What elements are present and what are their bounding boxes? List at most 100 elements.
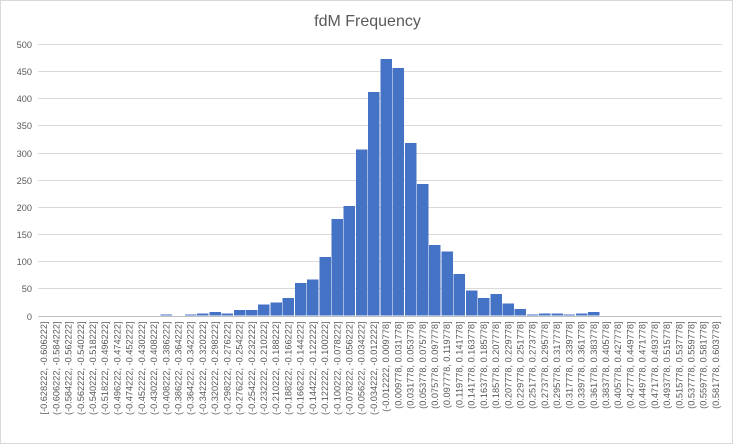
x-tick-label: (0.361778, 0.383778]: [589, 322, 599, 409]
x-tick-label: (-0.144222, -0.122222]: [308, 322, 318, 415]
x-tick-label: (0.097778, 0.119778]: [442, 322, 452, 409]
x-tick-label: (0.031778, 0.053778]: [406, 322, 416, 409]
x-tick-label: (0.317778, 0.339778]: [564, 322, 574, 409]
chart-title: fdM Frequency: [314, 13, 421, 30]
x-tick-label: (-0.584222, -0.562222]: [64, 322, 74, 415]
histogram-bar: [307, 279, 319, 316]
x-tick-label: (-0.056222, -0.034222]: [357, 322, 367, 415]
histogram-bar: [575, 313, 588, 316]
y-tick-label: 400: [17, 94, 32, 104]
x-tick-label: (-0.452222, -0.430222]: [137, 322, 147, 415]
x-tick-label: (0.185778, 0.207778]: [491, 322, 501, 409]
x-tick-label: (-0.210222, -0.188222]: [271, 322, 281, 415]
histogram-bar: [404, 142, 417, 316]
histogram-bar: [221, 313, 234, 316]
histogram-bar: [441, 251, 453, 316]
x-tick-label: (-0.012222, 0.009778]: [381, 322, 391, 412]
x-tick-label: (0.383778, 0.405778]: [601, 322, 611, 409]
x-axis-tick-labels: [-0.628222, -0.606222] (-0.606222, -0.584…: [39, 321, 721, 414]
x-tick-label: (-0.518222, -0.496222]: [100, 322, 110, 415]
x-tick-label: (0.537778, 0.559778]: [686, 322, 696, 409]
x-tick-label: (-0.078222, -0.056222]: [344, 322, 354, 415]
histogram-bar: [588, 312, 600, 316]
x-tick-label: (-0.496222, -0.474222]: [112, 322, 122, 415]
y-tick-label: 250: [17, 176, 32, 186]
histogram-bar: [258, 304, 270, 316]
histogram-bar: [551, 313, 563, 316]
histogram-bar: [294, 282, 307, 316]
x-tick-label: (0.581778, 0.603778]: [711, 322, 721, 409]
histogram-bar: [160, 314, 172, 316]
x-tick-label: (0.339778, 0.361778]: [577, 322, 587, 409]
x-tick-label: (0.405778, 0.427778]: [613, 322, 623, 409]
y-tick-label: 0: [27, 312, 32, 322]
histogram-bar: [368, 91, 380, 316]
histogram-bar: [429, 244, 441, 316]
histogram-bar: [453, 274, 466, 316]
x-tick-label: (-0.298222, -0.276222]: [222, 322, 232, 415]
histogram-bar: [270, 302, 282, 316]
histogram-bar: [502, 303, 514, 316]
x-tick-label: (-0.188222, -0.166222]: [283, 322, 293, 415]
x-tick-label: (-0.232222, -0.210222]: [259, 322, 269, 415]
x-tick-label: (-0.562222, -0.540222]: [76, 322, 86, 415]
x-tick-label: (-0.166222, -0.144222]: [296, 322, 306, 415]
bars: [160, 59, 600, 316]
histogram-bar: [417, 184, 429, 316]
y-tick-label: 200: [17, 203, 32, 213]
x-tick-label: (0.141778, 0.163778]: [467, 322, 477, 409]
x-tick-label: (-0.276222, -0.254222]: [235, 322, 245, 415]
histogram-bar: [392, 67, 405, 316]
x-tick-label: (-0.342222, -0.320222]: [198, 322, 208, 415]
histogram-bar: [209, 312, 221, 316]
histogram-bar: [355, 149, 368, 316]
x-tick-label: (0.471778, 0.493778]: [650, 322, 660, 409]
gridlines: [38, 44, 722, 289]
histogram-bar: [282, 298, 295, 316]
histogram-bar: [514, 308, 527, 316]
y-tick-label: 450: [17, 67, 32, 77]
x-tick-label: (0.163778, 0.185778]: [479, 322, 489, 409]
x-tick-label: (-0.386222, -0.364222]: [173, 322, 183, 415]
x-tick-label: [-0.628222, -0.606222]: [39, 322, 49, 415]
x-tick-label: (0.273778, 0.295778]: [540, 322, 550, 409]
x-tick-label: (0.009778, 0.031778]: [393, 322, 403, 409]
x-tick-label: (-0.320222, -0.298222]: [210, 322, 220, 415]
x-tick-label: (-0.364222, -0.342222]: [186, 322, 196, 415]
histogram-bar: [197, 313, 209, 316]
x-tick-label: (0.075778, 0.097778]: [430, 321, 440, 408]
x-tick-label: (0.493778, 0.515778]: [662, 322, 672, 409]
y-tick-label: 150: [17, 230, 32, 240]
y-tick-label: 50: [22, 284, 32, 294]
histogram-bar: [478, 298, 490, 316]
x-tick-label: (0.251778, 0.273778]: [528, 322, 538, 409]
x-tick-label: (0.295778, 0.317778]: [552, 322, 562, 409]
x-tick-label: (-0.122222, -0.100222]: [320, 322, 330, 415]
x-tick-label: (-0.254222, -0.232222]: [247, 322, 257, 415]
x-tick-label: (0.119778, 0.141778]: [454, 322, 464, 409]
x-tick-label: (0.229778, 0.251778]: [515, 322, 525, 409]
x-tick-label: (0.449778, 0.471778]: [638, 322, 648, 409]
x-tick-label: (-0.430222, -0.408222]: [149, 322, 159, 415]
histogram-bar: [539, 313, 551, 316]
x-tick-label: (0.559778, 0.581778]: [699, 322, 709, 409]
histogram-bar: [563, 314, 576, 316]
histogram-bar: [490, 293, 502, 316]
x-tick-label: (0.053778, 0.075778]: [418, 322, 428, 409]
x-tick-label: (-0.100222, -0.078222]: [332, 322, 342, 415]
x-tick-label: (-0.034222, -0.012222]: [369, 322, 379, 415]
histogram-bar: [526, 314, 539, 316]
x-tick-label: (-0.408222, -0.386222]: [161, 322, 171, 415]
y-tick-label: 100: [17, 257, 32, 267]
y-axis-tick-labels: 0 50 100 150 200 250 300 350 400 450 500: [17, 40, 32, 322]
histogram-bar: [465, 290, 478, 316]
x-tick-label: (-0.606222, -0.584222]: [51, 322, 61, 415]
histogram-bar: [233, 310, 246, 316]
histogram-bar: [343, 205, 356, 316]
x-tick-label: (-0.474222, -0.452222]: [125, 322, 135, 415]
x-tick-label: (-0.540222, -0.518222]: [88, 322, 98, 415]
x-tick-label: (0.427778, 0.449778]: [625, 322, 635, 409]
y-tick-label: 350: [17, 121, 32, 131]
x-tick-label: (0.515778, 0.537778]: [674, 322, 684, 409]
